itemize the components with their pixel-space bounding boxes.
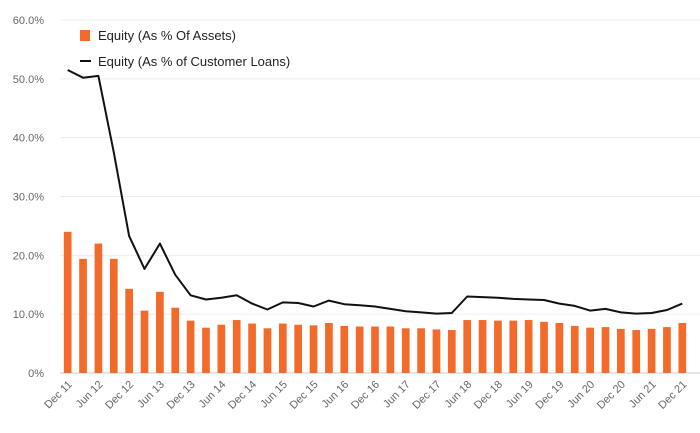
bar [447, 330, 456, 373]
y-tick-label: 50.0% [13, 74, 44, 86]
x-tick-label: Jun 13 [135, 379, 167, 411]
bar [263, 328, 272, 373]
x-tick-label: Jun 14 [197, 379, 229, 411]
legend: Equity (As % Of Assets) Equity (As % of … [80, 25, 290, 77]
bar [232, 320, 241, 373]
y-tick-label: 40.0% [13, 133, 44, 145]
bar [632, 330, 641, 373]
y-axis-ticks: 0% 10.0% 20.0% 30.0% 40.0% 50.0% 60.0% [13, 15, 44, 380]
bar [79, 258, 87, 373]
bar [171, 307, 180, 373]
y-tick-label: 20.0% [13, 250, 44, 262]
series-line [67, 69, 683, 315]
x-tick-label: Dec 12 [103, 379, 136, 412]
y-tick-label: 10.0% [13, 309, 44, 321]
bar [570, 325, 579, 373]
bar [186, 320, 195, 373]
bar [647, 328, 656, 373]
bar [463, 320, 472, 373]
bar [586, 327, 594, 373]
bar [94, 243, 103, 373]
x-tick-label: Dec 16 [349, 379, 382, 412]
bar [156, 291, 164, 373]
x-tick-label: Jun 21 [627, 379, 659, 411]
bar [617, 328, 625, 373]
y-tick-label: 30.0% [13, 192, 44, 204]
x-tick-label: Dec 11 [42, 379, 75, 412]
x-tick-label: Dec 14 [226, 379, 259, 412]
legend-line-swatch [80, 60, 91, 62]
legend-line-label: Equity (As % of Customer Loans) [98, 53, 291, 69]
x-tick-label: Jun 15 [258, 379, 290, 411]
bar [140, 310, 149, 373]
bar [540, 321, 548, 373]
x-tick-label: Dec 15 [288, 379, 321, 412]
bar [309, 325, 318, 373]
x-tick-label: Dec 13 [165, 379, 198, 412]
legend-item-line: Equity (As % of Customer Loans) [80, 51, 290, 71]
bar [555, 322, 564, 373]
bar [278, 323, 287, 373]
bar [663, 327, 671, 373]
x-tick-label: Dec 17 [410, 379, 443, 412]
bar [217, 324, 226, 373]
bar-series [63, 231, 687, 373]
x-tick-label: Jun 19 [504, 379, 536, 411]
bar [417, 328, 425, 373]
x-tick-label: Dec 19 [533, 379, 566, 412]
x-tick-label: Dec 20 [595, 379, 628, 412]
bar [202, 327, 210, 373]
bar [63, 231, 72, 373]
x-tick-label: Jun 12 [74, 379, 106, 411]
bar [248, 323, 256, 373]
legend-bar-label: Equity (As % Of Assets) [98, 27, 236, 43]
x-tick-label: Jun 16 [320, 379, 352, 411]
bar [678, 322, 687, 373]
bar [294, 324, 303, 373]
bar [509, 320, 518, 373]
legend-bar-swatch [80, 29, 90, 41]
bar [371, 326, 379, 373]
legend-item-bar: Equity (As % Of Assets) [80, 25, 290, 45]
x-tick-label: Jun 17 [381, 379, 413, 411]
bar [494, 320, 502, 373]
bar [325, 322, 333, 373]
x-tick-label: Jun 20 [565, 379, 597, 411]
line-series [67, 69, 683, 315]
bar [432, 329, 441, 373]
x-tick-label: Dec 18 [472, 379, 505, 412]
bar [601, 327, 610, 373]
bar [355, 326, 364, 373]
bar [125, 288, 133, 373]
bar [109, 258, 118, 373]
y-tick-label: 0% [28, 368, 44, 380]
x-tick-label: Jun 18 [442, 379, 474, 411]
x-tick-label: Dec 21 [656, 379, 689, 412]
bar [478, 320, 487, 373]
bar [386, 326, 395, 373]
bar [524, 320, 533, 373]
y-tick-label: 60.0% [13, 15, 44, 27]
bar [340, 325, 349, 373]
bar [401, 328, 410, 373]
